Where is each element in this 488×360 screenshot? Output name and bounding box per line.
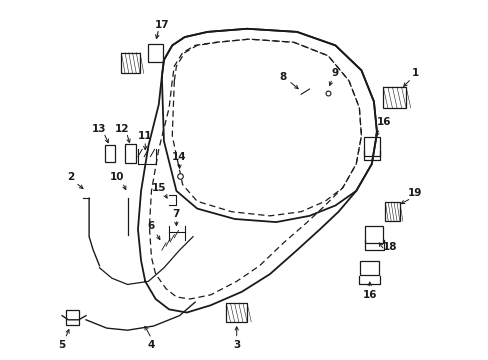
Text: 1: 1	[411, 68, 418, 78]
Text: 10: 10	[110, 172, 124, 183]
Text: 7: 7	[172, 209, 180, 219]
Bar	[360, 261, 378, 275]
Text: 8: 8	[279, 72, 286, 82]
Bar	[148, 44, 163, 62]
Bar	[383, 87, 406, 108]
Text: 2: 2	[67, 172, 74, 183]
Text: 11: 11	[138, 131, 152, 141]
Bar	[364, 226, 383, 243]
Text: 6: 6	[147, 221, 155, 231]
Bar	[125, 144, 136, 163]
Text: 17: 17	[154, 19, 169, 30]
Text: 13: 13	[92, 123, 106, 134]
Text: 18: 18	[383, 242, 397, 252]
Text: 16: 16	[376, 117, 391, 127]
Text: 5: 5	[59, 340, 65, 350]
Text: 15: 15	[151, 183, 165, 193]
Bar	[385, 202, 399, 221]
Text: 3: 3	[233, 340, 240, 350]
Bar	[226, 303, 246, 322]
Bar	[363, 137, 379, 156]
Bar	[121, 53, 140, 73]
Text: 9: 9	[331, 68, 338, 78]
Text: 19: 19	[407, 188, 422, 198]
Text: 16: 16	[362, 290, 376, 300]
Text: 12: 12	[115, 123, 129, 134]
Bar	[66, 310, 79, 325]
Text: 14: 14	[172, 152, 186, 162]
Bar	[104, 145, 115, 162]
Text: 4: 4	[147, 340, 155, 350]
